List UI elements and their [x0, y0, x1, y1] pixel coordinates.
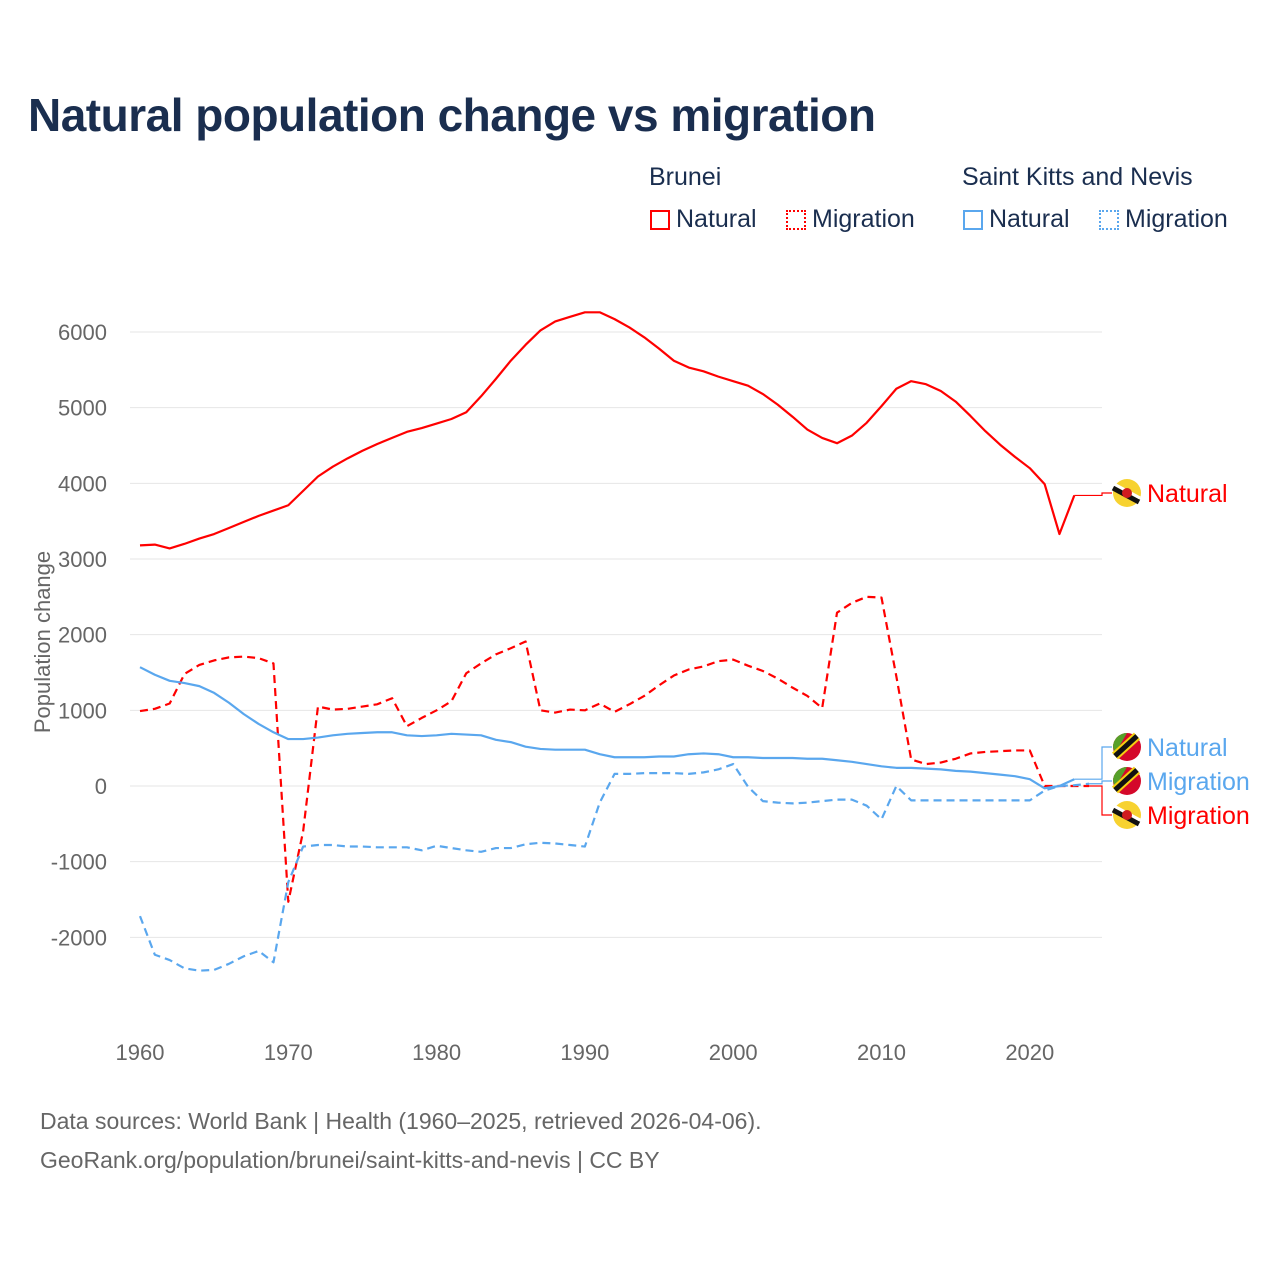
- legend-label: Migration: [812, 205, 915, 233]
- x-tick-label: 1990: [560, 1040, 609, 1065]
- end-label-brunei-migration: Migration: [1147, 802, 1250, 830]
- x-tick-label: 1960: [116, 1040, 165, 1065]
- flag-crest: [1122, 488, 1132, 498]
- legend-swatch-solid: [963, 209, 983, 230]
- legend-brunei-migration[interactable]: Migration: [786, 205, 915, 234]
- end-label-skn-migration: Migration: [1147, 768, 1250, 796]
- series-line-brunei-natural: [139, 311, 1076, 550]
- legend-brunei-natural[interactable]: Natural: [650, 205, 757, 234]
- series-line-skn-natural: [139, 666, 1075, 790]
- series-line-brunei-migration: [139, 595, 1090, 903]
- x-tick-label: 2020: [1005, 1040, 1054, 1065]
- chart-title: Natural population change vs migration: [28, 89, 876, 141]
- y-tick-label: 4000: [58, 471, 107, 496]
- legend-swatch-dotted: [1099, 209, 1119, 230]
- series-line-skn-migration: [138, 762, 1090, 972]
- label-connector: [1074, 492, 1112, 497]
- flag-stripe: [1113, 734, 1139, 758]
- legend-label: Natural: [989, 205, 1070, 233]
- y-axis-label: Population change: [30, 551, 55, 733]
- end-label-brunei-natural: Natural: [1147, 480, 1228, 508]
- x-tick-label: 1970: [264, 1040, 313, 1065]
- legend-group-brunei: Brunei: [649, 163, 722, 191]
- flag-crest: [1122, 810, 1132, 820]
- flag-stripe: [1113, 768, 1139, 792]
- y-tick-label: 0: [95, 774, 107, 799]
- y-tick-label: 2000: [58, 623, 107, 648]
- label-connector: [1074, 746, 1112, 780]
- end-label-skn-natural: Natural: [1147, 734, 1228, 762]
- label-connector: [1089, 780, 1112, 785]
- y-tick-label: 1000: [58, 698, 107, 723]
- y-tick-label: -2000: [51, 925, 107, 950]
- legend-swatch-dotted: [786, 209, 806, 230]
- legend-label: Natural: [676, 205, 757, 233]
- legend-skn-natural[interactable]: Natural: [963, 205, 1070, 234]
- legend-label: Migration: [1125, 205, 1228, 233]
- y-tick-label: 6000: [58, 320, 107, 345]
- x-tick-label: 1980: [412, 1040, 461, 1065]
- x-tick-label: 2010: [857, 1040, 906, 1065]
- y-tick-label: -1000: [51, 850, 107, 875]
- label-connector: [1089, 785, 1112, 816]
- legend-swatch-solid: [650, 209, 670, 230]
- legend-skn-migration[interactable]: Migration: [1099, 205, 1228, 234]
- legend-group-skn: Saint Kitts and Nevis: [962, 163, 1193, 191]
- y-tick-label: 3000: [58, 547, 107, 572]
- source-url[interactable]: GeoRank.org/population/brunei/saint-kitt…: [40, 1147, 660, 1173]
- source-note: Data sources: World Bank | Health (1960–…: [40, 1108, 762, 1134]
- x-tick-label: 2000: [709, 1040, 758, 1065]
- y-tick-label: 5000: [58, 396, 107, 421]
